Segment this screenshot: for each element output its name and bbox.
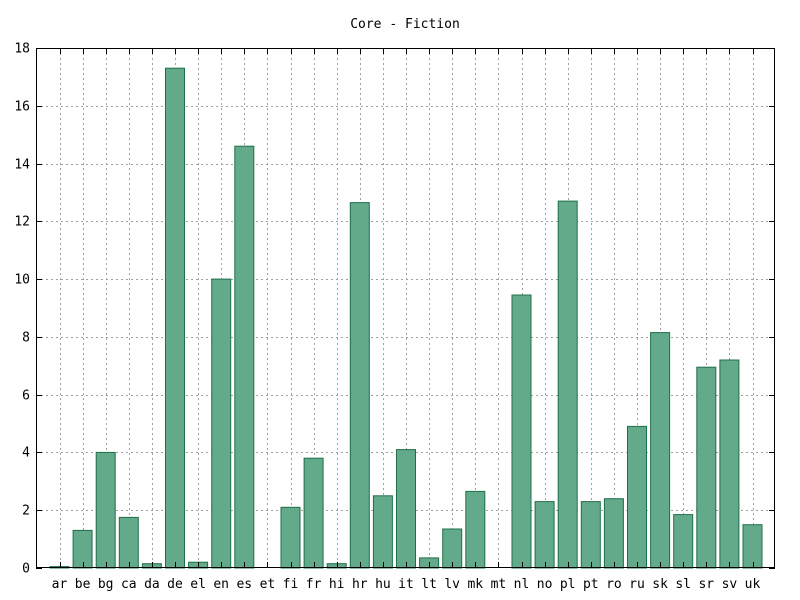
x-tick-label: no bbox=[537, 577, 553, 592]
bar-fr bbox=[303, 457, 324, 569]
x-tick-label: ar bbox=[52, 577, 68, 592]
x-tick-label: ca bbox=[121, 577, 137, 592]
y-tick-labels: 0 2 4 6 8 10 12 14 16 18 bbox=[14, 42, 30, 577]
x-tick-label: ru bbox=[629, 577, 645, 592]
bar-sk bbox=[650, 332, 671, 569]
y-tick-label: 4 bbox=[22, 446, 30, 461]
plot-frame bbox=[36, 48, 775, 568]
bar-pt bbox=[580, 501, 601, 569]
chart-title: Core - Fiction bbox=[350, 17, 460, 32]
grid-lines bbox=[36, 48, 775, 568]
y-tick-label: 14 bbox=[14, 158, 30, 173]
x-tick-label: sv bbox=[722, 577, 738, 592]
x-tick-label: hu bbox=[375, 577, 391, 592]
bar-nl bbox=[511, 294, 532, 569]
y-tick-label: 16 bbox=[14, 100, 30, 115]
bar-uk bbox=[742, 524, 763, 569]
bar-be bbox=[72, 529, 93, 569]
y-tick-label: 10 bbox=[14, 273, 30, 288]
bar-en bbox=[211, 278, 232, 569]
x-tick-label: el bbox=[190, 577, 206, 592]
x-tick-label: lv bbox=[444, 577, 460, 592]
x-tick-label: lt bbox=[421, 577, 437, 592]
x-tick-label: hi bbox=[329, 577, 345, 592]
bar-es bbox=[234, 145, 255, 569]
y-tick-label: 12 bbox=[14, 215, 30, 230]
y-tick-label: 0 bbox=[22, 562, 30, 577]
x-tick-label: pt bbox=[583, 577, 599, 592]
x-tick-label: es bbox=[236, 577, 252, 592]
y-tick-label: 6 bbox=[22, 389, 30, 404]
x-tick-label: de bbox=[167, 577, 183, 592]
x-tick-label: nl bbox=[514, 577, 530, 592]
x-tick-label: ro bbox=[606, 577, 622, 592]
x-tick-label: et bbox=[260, 577, 276, 592]
x-tick-label: uk bbox=[745, 577, 761, 592]
x-tick-label: fi bbox=[283, 577, 299, 592]
bar-de bbox=[165, 67, 185, 569]
x-tick-label: fr bbox=[306, 577, 322, 592]
x-tick-label: pl bbox=[560, 577, 576, 592]
x-tick-label: sk bbox=[652, 577, 668, 592]
ticks bbox=[36, 48, 775, 569]
bar-mk bbox=[465, 490, 486, 569]
bar-ro bbox=[603, 498, 624, 569]
bar-it bbox=[396, 449, 416, 569]
x-tick-labels: ar be bg ca da de el en es et fi fr hi hr hu it lt lv mk mt… bbox=[52, 577, 761, 592]
x-tick-label: mt bbox=[491, 577, 507, 592]
bar-no bbox=[534, 501, 555, 569]
x-tick-label: sr bbox=[698, 577, 714, 592]
bar-fi bbox=[280, 506, 301, 569]
x-tick-label: it bbox=[398, 577, 414, 592]
y-tick-label: 18 bbox=[14, 42, 30, 57]
bar-hr bbox=[349, 202, 370, 569]
bar-sv bbox=[719, 359, 740, 569]
bar-pl bbox=[557, 200, 578, 569]
y-tick-label: 8 bbox=[22, 331, 30, 346]
bar-bg bbox=[95, 451, 116, 569]
bar-ca bbox=[118, 516, 139, 569]
x-tick-label: be bbox=[75, 577, 91, 592]
x-tick-label: sl bbox=[675, 577, 691, 592]
x-tick-label: bg bbox=[98, 577, 114, 592]
x-tick-label: mk bbox=[467, 577, 483, 592]
bar-sl bbox=[673, 514, 694, 569]
x-tick-label: da bbox=[144, 577, 160, 592]
x-tick-label: hr bbox=[352, 577, 368, 592]
bar-ru bbox=[627, 425, 647, 569]
x-tick-label: en bbox=[213, 577, 229, 592]
bar-sr bbox=[696, 366, 717, 569]
bar-hu bbox=[372, 495, 393, 569]
y-tick-label: 2 bbox=[22, 504, 30, 519]
